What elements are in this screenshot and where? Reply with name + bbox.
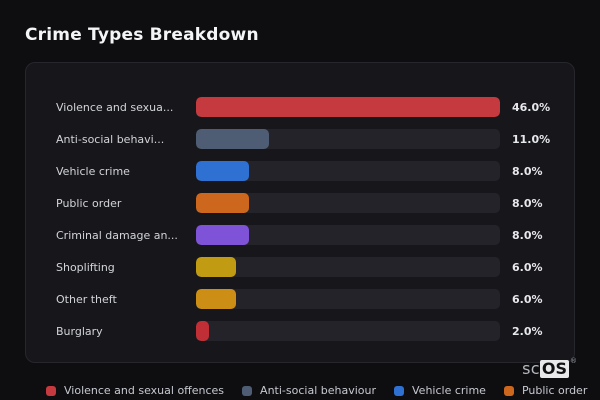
bar-public-order[interactable] [196, 193, 249, 213]
legend-item-vehicle-crime[interactable]: Vehicle crime [394, 384, 486, 397]
bar-criminal-damage[interactable] [196, 225, 249, 245]
bar-track [196, 129, 500, 149]
legend-item-violence[interactable]: Violence and sexual offences [46, 384, 224, 397]
category-label: Other theft [56, 292, 117, 306]
value-label: 6.0% [512, 260, 543, 274]
chart-row: Other theft 6.0% [56, 289, 562, 309]
value-label: 11.0% [512, 132, 551, 146]
bar-track [196, 97, 500, 117]
bar-track [196, 321, 500, 341]
bar-shoplifting[interactable] [196, 257, 236, 277]
chart-row: Shoplifting 6.0% [56, 257, 562, 277]
bar-vehicle-crime[interactable] [196, 161, 249, 181]
registered-mark-icon: ® [570, 357, 577, 365]
bar-track [196, 257, 500, 277]
category-label: Violence and sexua... [56, 100, 174, 114]
category-label: Anti-social behavi... [56, 132, 165, 146]
logo-os-badge: OS [539, 358, 569, 378]
legend-label: Violence and sexual offences [64, 384, 225, 397]
chart-row: Criminal damage an... 8.0% [56, 225, 562, 245]
chart-legend: Violence and sexual offences Anti-social… [46, 384, 587, 397]
bar-track [196, 161, 500, 181]
legend-label: Anti-social behaviour [260, 384, 376, 397]
value-label: 8.0% [512, 196, 543, 210]
bar-track [196, 193, 500, 213]
page-title: Crime Types Breakdown [25, 25, 259, 45]
legend-swatch-icon [503, 385, 514, 396]
legend-label: Vehicle crime [412, 384, 486, 397]
scos-logo: sc OS ® [522, 357, 577, 378]
bar-track [196, 225, 500, 245]
category-label: Vehicle crime [56, 164, 130, 178]
bar-violence[interactable] [196, 97, 500, 117]
logo-prefix-text: sc [522, 359, 540, 378]
chart-row: Burglary 2.0% [56, 321, 562, 341]
legend-item-public-order[interactable]: Public order [503, 384, 588, 397]
legend-swatch-icon [394, 385, 404, 396]
legend-item-anti-social[interactable]: Anti-social behaviour [242, 384, 376, 397]
chart-row: Public order 8.0% [56, 193, 562, 213]
legend-label: Public order [521, 384, 588, 397]
legend-swatch-icon [242, 385, 253, 396]
category-label: Criminal damage an... [56, 228, 178, 242]
bar-anti-social[interactable] [196, 129, 269, 149]
value-label: 2.0% [512, 324, 543, 338]
bar-burglary[interactable] [196, 321, 210, 341]
chart-row: Vehicle crime 8.0% [56, 161, 562, 181]
category-label: Public order [56, 196, 122, 210]
category-label: Shoplifting [56, 260, 115, 274]
bar-other-theft[interactable] [196, 289, 236, 309]
chart-row: Violence and sexua... 46.0% [56, 97, 562, 117]
legend-swatch-icon [46, 385, 56, 396]
value-label: 46.0% [512, 100, 551, 114]
bar-track [196, 289, 500, 309]
value-label: 6.0% [512, 292, 543, 306]
chart-row: Anti-social behavi... 11.0% [56, 129, 562, 149]
crime-types-chart-card: Violence and sexua... 46.0% Anti-social … [25, 62, 575, 363]
category-label: Burglary [56, 324, 103, 338]
value-label: 8.0% [512, 164, 543, 178]
value-label: 8.0% [512, 228, 543, 242]
